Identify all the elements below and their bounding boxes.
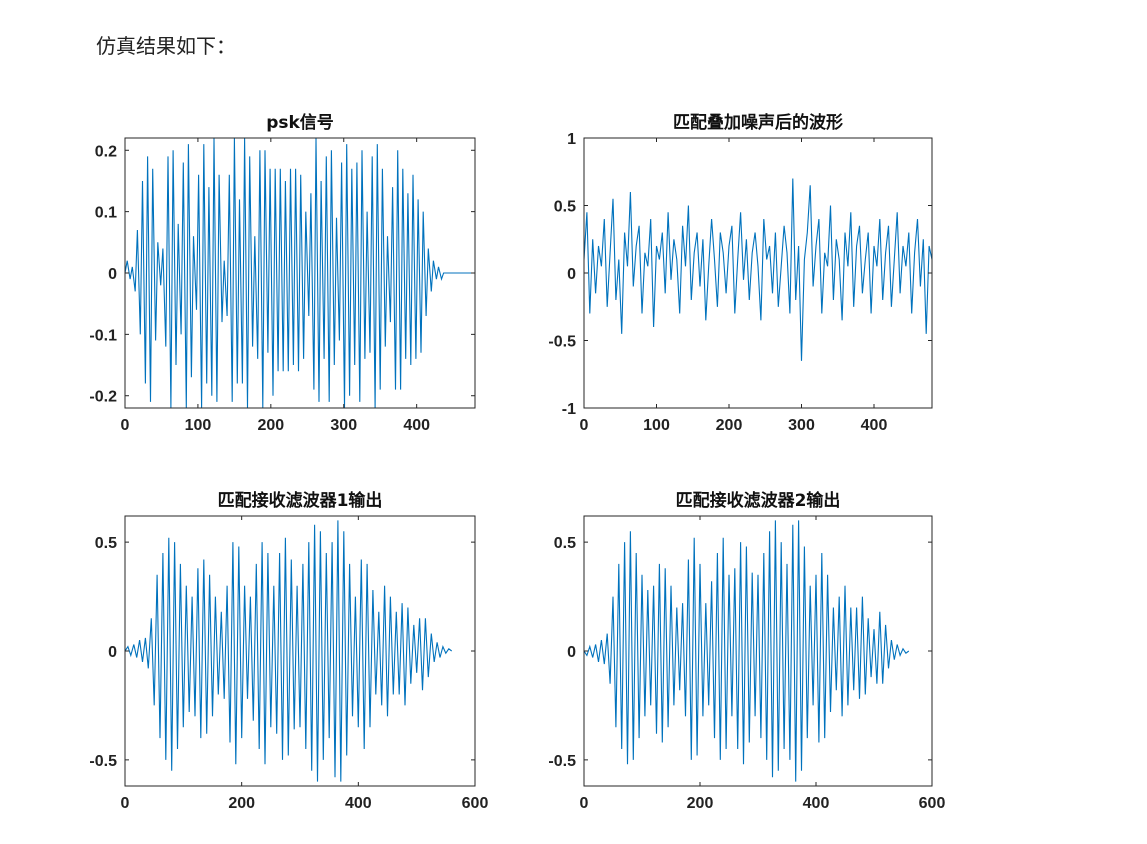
y-tick-label: -0.2 xyxy=(89,389,117,406)
subplot-1: 0 100 200 300 400 -0.2 -0.1 0 0.1 0.2 psk信号 xyxy=(89,112,476,434)
y-tick-label: 0 xyxy=(567,266,576,283)
series-line-4-1 xyxy=(584,520,910,782)
chart-title: 匹配接收滤波器2输出 xyxy=(676,490,841,511)
subplot-4: 0 200 400 600 -0.5 0 0.5 匹配接收滤波器2输出 xyxy=(548,490,945,812)
x-tick-label: 300 xyxy=(330,417,357,434)
y-tick-label: 0 xyxy=(108,644,117,661)
chart-title: 匹配叠加噪声后的波形 xyxy=(673,112,843,133)
y-tick-label: -1 xyxy=(562,401,576,418)
y-tick-label: -0.5 xyxy=(548,334,576,351)
intro-text: 仿真结果如下： xyxy=(96,34,236,58)
x-tick-label: 0 xyxy=(121,795,130,812)
x-tick-label: 200 xyxy=(228,795,255,812)
y-tick-label: 0.5 xyxy=(554,535,576,552)
x-tick-label: 300 xyxy=(788,417,815,434)
y-tick-label: -0.1 xyxy=(89,327,117,344)
x-tick-label: 0 xyxy=(580,417,589,434)
x-tick-label: 400 xyxy=(803,795,830,812)
y-tick-label: 0.5 xyxy=(95,535,117,552)
y-tick-label: 0.1 xyxy=(95,205,117,222)
subplot-2: 0 100 200 300 400 -1 -0.5 0 0.5 1 匹配叠加噪声后的波形 xyxy=(548,112,933,434)
series-line-1-1 xyxy=(125,138,475,408)
x-tick-label: 200 xyxy=(716,417,743,434)
series-line-3-1 xyxy=(125,520,453,782)
chart-title: 匹配接收滤波器1输出 xyxy=(218,490,383,511)
x-tick-label: 600 xyxy=(462,795,489,812)
x-tick-label: 100 xyxy=(643,417,670,434)
x-tick-label: 400 xyxy=(403,417,430,434)
x-tick-label: 600 xyxy=(919,795,946,812)
y-tick-label: -0.5 xyxy=(89,753,117,770)
x-tick-label: 400 xyxy=(861,417,888,434)
x-tick-label: 200 xyxy=(257,417,284,434)
x-tick-label: 400 xyxy=(345,795,372,812)
subplot-3: 0 200 400 600 -0.5 0 0.5 匹配接收滤波器1输出 xyxy=(89,490,488,812)
y-tick-label: 0 xyxy=(567,644,576,661)
y-tick-label: 1 xyxy=(567,131,576,148)
y-tick-label: 0.2 xyxy=(95,143,117,160)
x-tick-label: 0 xyxy=(121,417,130,434)
x-tick-label: 200 xyxy=(687,795,714,812)
y-tick-label: 0.5 xyxy=(554,199,576,216)
chart-title: psk信号 xyxy=(266,112,334,133)
series-line-2-1 xyxy=(584,178,932,361)
y-tick-label: 0 xyxy=(108,266,117,283)
y-tick-label: -0.5 xyxy=(548,753,576,770)
x-tick-label: 100 xyxy=(185,417,212,434)
x-tick-label: 0 xyxy=(580,795,589,812)
